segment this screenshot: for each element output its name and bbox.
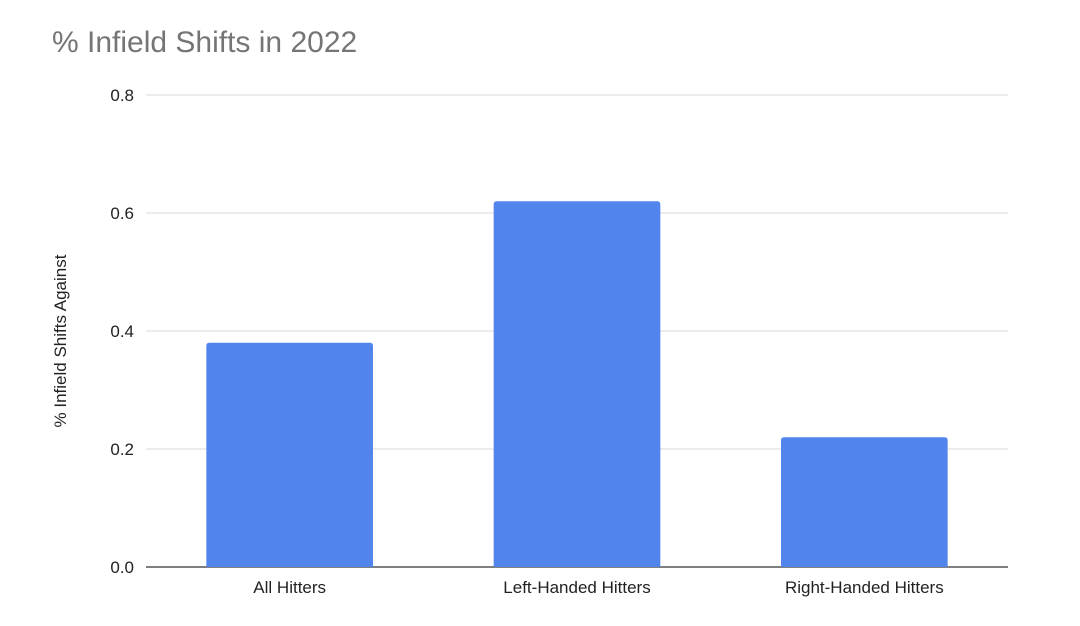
bar-all-hitters — [206, 342, 373, 567]
y-tick-label: 0.4 — [110, 322, 134, 341]
bar-right-handed-hitters — [781, 437, 948, 567]
x-tick-label: Right-Handed Hitters — [785, 578, 944, 597]
y-tick-label: 0.6 — [110, 204, 134, 223]
y-tick-label: 0.2 — [110, 440, 134, 459]
bar-left-handed-hitters — [493, 201, 661, 567]
chart-title: % Infield Shifts in 2022 — [52, 26, 358, 59]
x-tick-label: Left-Handed Hitters — [503, 578, 650, 597]
y-axis-title: % Infield Shifts Against — [51, 254, 70, 427]
y-tick-labels: 0.0 0.2 0.4 0.6 0.8 — [110, 86, 134, 577]
y-tick-label: 0.8 — [110, 86, 134, 105]
bars — [206, 201, 948, 567]
y-tick-label: 0.0 — [110, 558, 134, 577]
x-tick-label: All Hitters — [253, 578, 326, 597]
x-tick-labels: All Hitters Left-Handed Hitters Right-Hand… — [253, 578, 943, 597]
